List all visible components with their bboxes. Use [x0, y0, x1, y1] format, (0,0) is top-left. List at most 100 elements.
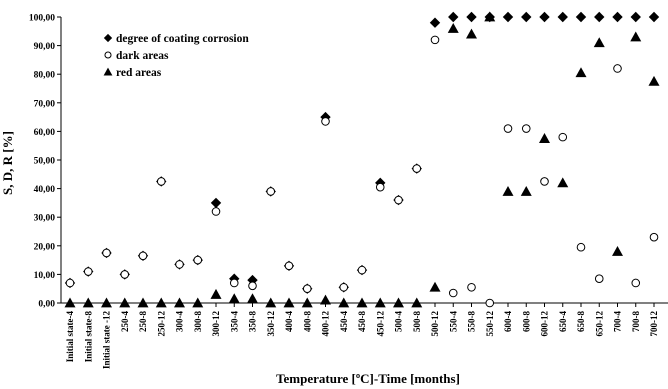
data-point-circle	[175, 260, 184, 269]
data-point-diamond	[594, 11, 605, 23]
x-tick-label: 250-8	[138, 311, 148, 332]
x-tick-label: 550-8	[467, 311, 477, 332]
x-tick-label: 550-4	[448, 311, 458, 332]
data-point-circle	[83, 267, 93, 276]
data-point-triangle	[630, 31, 642, 42]
data-point-circle	[631, 278, 641, 288]
x-tick-label: 450-4	[339, 311, 349, 332]
data-point-circle	[229, 278, 239, 288]
data-point-triangle	[283, 297, 295, 308]
y-tick-label: 20,00	[34, 242, 56, 252]
data-point-circle	[375, 182, 385, 192]
data-point-triangle	[265, 297, 277, 308]
y-tick-label: 0,00	[38, 300, 55, 310]
data-point-diamond	[575, 11, 587, 23]
data-point-circle	[156, 177, 166, 186]
series-triangle	[64, 11, 660, 308]
legend-marker-diamond	[103, 33, 113, 43]
y-tick-label: 50,00	[34, 157, 56, 167]
data-point-triangle	[648, 75, 660, 86]
data-point-triangle	[64, 297, 76, 308]
data-point-triangle	[411, 297, 423, 308]
x-tick-label: 450-12	[375, 311, 385, 337]
y-tick-label: 10,00	[34, 271, 56, 281]
data-point-triangle	[575, 67, 587, 78]
data-point-circle	[485, 298, 495, 308]
data-point-triangle	[320, 294, 331, 305]
y-tick-label: 100,00	[29, 14, 55, 24]
data-point-circle	[448, 288, 458, 298]
legend-label: degree of coating corrosion	[116, 33, 249, 45]
data-point-triangle	[174, 297, 185, 308]
data-point-diamond	[502, 11, 514, 23]
data-point-circle	[120, 270, 130, 279]
data-point-triangle	[247, 293, 258, 304]
data-point-circle	[266, 187, 276, 196]
x-tick-label: 500-12	[430, 311, 440, 337]
data-point-diamond	[539, 11, 550, 23]
data-point-circle	[503, 124, 513, 133]
data-point-circle	[613, 64, 622, 73]
data-point-circle	[302, 284, 312, 294]
x-tick-label: 300-8	[193, 311, 203, 332]
y-tick-label: 70,00	[34, 99, 56, 109]
data-point-triangle	[557, 177, 569, 188]
x-tick-label: Initial state -12	[102, 311, 112, 369]
legend-marker-triangle	[103, 67, 113, 76]
series-circle	[65, 35, 659, 308]
x-tick-label: 500-8	[412, 311, 422, 332]
legend-label: dark areas	[116, 50, 169, 62]
x-tick-label: Initial state-4	[65, 311, 75, 363]
data-point-triangle	[612, 246, 623, 256]
data-point-triangle	[228, 293, 240, 304]
data-point-circle	[540, 177, 549, 186]
data-point-diamond	[630, 11, 641, 23]
data-point-circle	[467, 282, 476, 292]
data-point-diamond	[429, 17, 441, 28]
data-point-circle	[65, 278, 75, 288]
data-point-triangle	[393, 297, 404, 308]
data-point-circle	[394, 195, 403, 205]
x-tick-label: 300-4	[175, 311, 185, 332]
x-tick-label: 350-12	[266, 311, 276, 337]
plot-area: 0,00 10,00 20,00 30,00 40,00 50,00 60,00 70,00 8…	[29, 11, 668, 369]
data-point-circle	[193, 255, 203, 265]
data-point-diamond	[210, 197, 222, 209]
x-tick-label: 650-12	[594, 311, 604, 337]
data-point-diamond	[648, 11, 660, 23]
data-point-triangle	[119, 297, 131, 308]
x-tick-label: 350-4	[229, 311, 239, 332]
legend: degree of coating corrosion dark areas red…	[103, 33, 249, 79]
data-point-circle	[138, 251, 148, 261]
y-tick-label: 30,00	[34, 214, 56, 224]
x-tick-label: 650-8	[576, 311, 586, 332]
x-tick-label: 600-12	[540, 311, 550, 337]
x-tick-label: 300-12	[211, 311, 221, 337]
y-tick-label: 80,00	[34, 71, 56, 81]
x-tick-label: 450-8	[357, 311, 367, 332]
legend-label: red areas	[116, 67, 162, 79]
x-tick-label: 250-12	[156, 311, 166, 337]
y-axis-label: S, D, R [%]	[0, 131, 15, 195]
legend-marker-circle	[104, 51, 112, 59]
x-tick-label: Initial state-8	[83, 311, 93, 363]
data-point-triangle	[374, 297, 386, 308]
x-tick-label: 600-8	[521, 311, 531, 332]
data-point-circle	[357, 265, 367, 275]
data-point-circle	[558, 132, 568, 142]
data-point-diamond	[448, 11, 459, 23]
data-point-circle	[576, 242, 586, 252]
data-point-triangle	[539, 133, 550, 143]
data-point-triangle	[155, 297, 167, 308]
y-tick-label: 60,00	[34, 128, 56, 138]
data-point-triangle	[137, 297, 149, 308]
x-tick-label: 500-4	[394, 311, 404, 332]
x-tick-label: 400-4	[284, 311, 294, 332]
data-point-diamond	[612, 11, 623, 23]
data-point-triangle	[429, 281, 441, 292]
data-point-triangle	[356, 297, 368, 308]
data-point-triangle	[466, 28, 477, 39]
data-point-diamond	[521, 11, 532, 23]
data-point-circle	[649, 232, 659, 242]
